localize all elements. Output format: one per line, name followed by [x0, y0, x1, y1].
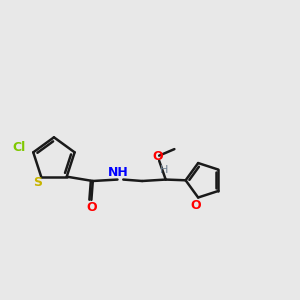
- Text: O: O: [190, 199, 201, 212]
- Text: O: O: [86, 201, 97, 214]
- Text: S: S: [33, 176, 42, 189]
- Text: NH: NH: [108, 166, 129, 179]
- Text: H: H: [160, 165, 168, 175]
- Text: Cl: Cl: [12, 141, 26, 154]
- Text: O: O: [152, 150, 163, 163]
